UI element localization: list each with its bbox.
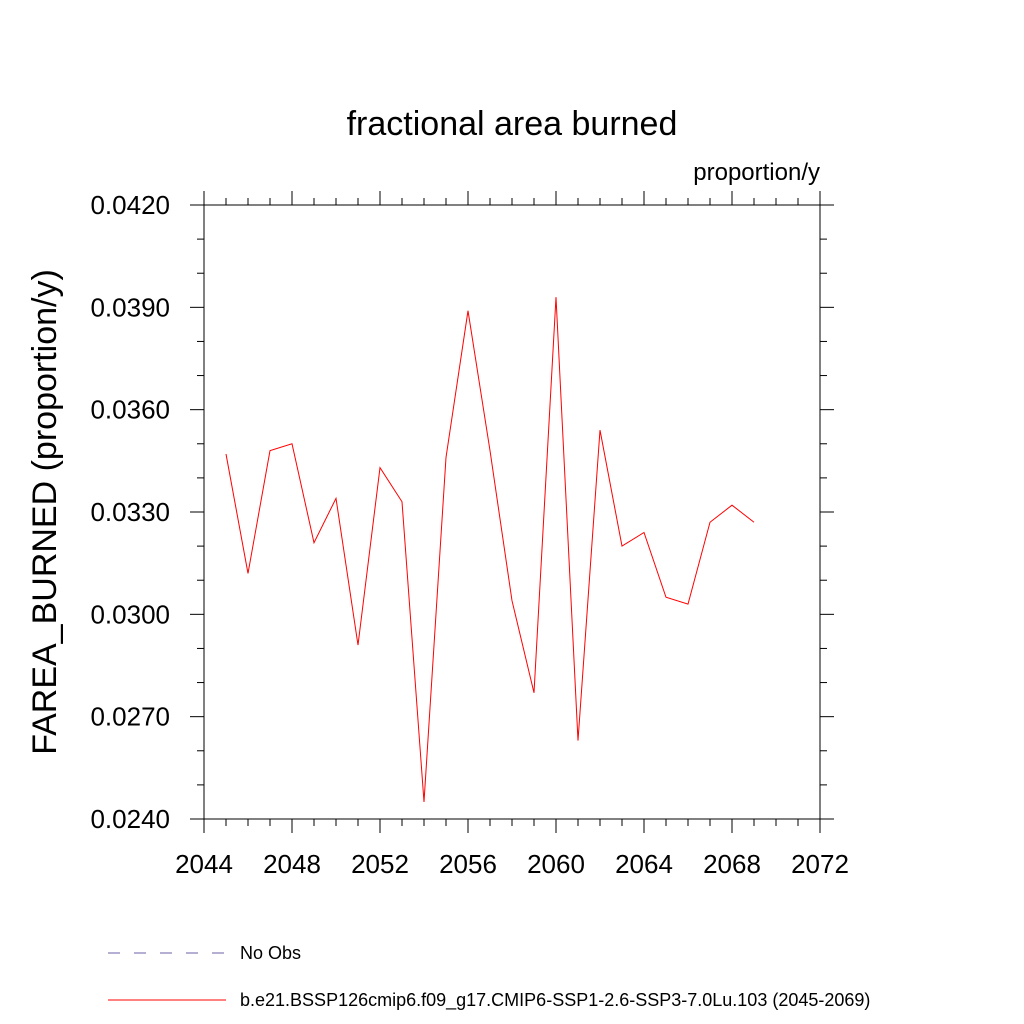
y-tick-label: 0.0300 bbox=[90, 599, 170, 629]
y-tick-label: 0.0270 bbox=[90, 702, 170, 732]
y-tick-label: 0.0330 bbox=[90, 497, 170, 527]
y-axis-ticks: 0.0240 0.0270 0.0300 0.0330 0.0360 0.0390 0.04… bbox=[90, 190, 834, 834]
series-layer bbox=[225, 297, 755, 802]
x-tick-label: 2068 bbox=[703, 849, 761, 879]
x-tick-label: 2048 bbox=[263, 849, 321, 879]
y-tick-label: 0.0240 bbox=[90, 804, 170, 834]
series-line-0 bbox=[225, 297, 755, 802]
x-tick-label: 2064 bbox=[615, 849, 673, 879]
x-tick-label: 2060 bbox=[527, 849, 585, 879]
legend: No Obs b.e21.BSSP126cmip6.f09_g17.CMIP6-… bbox=[108, 943, 870, 1011]
plot-frame bbox=[203, 204, 821, 820]
x-tick-label: 2072 bbox=[791, 849, 849, 879]
x-axis-ticks: 2044 2048 2052 2056 2060 2064 2068 2072 bbox=[175, 191, 849, 879]
x-tick-label: 2044 bbox=[175, 849, 233, 879]
legend-label-model-run: b.e21.BSSP126cmip6.f09_g17.CMIP6-SSP1-2.… bbox=[240, 990, 870, 1011]
y-axis-label: FAREA_BURNED (proportion/y) bbox=[26, 269, 64, 755]
x-tick-label: 2052 bbox=[351, 849, 409, 879]
x-tick-label: 2056 bbox=[439, 849, 497, 879]
chart-title: fractional area burned bbox=[347, 105, 678, 143]
y-tick-label: 0.0360 bbox=[90, 395, 170, 425]
y-tick-label: 0.0420 bbox=[90, 190, 170, 220]
legend-label-no-obs: No Obs bbox=[240, 943, 301, 963]
y-tick-label: 0.0390 bbox=[90, 292, 170, 322]
units-label: proportion/y bbox=[693, 159, 820, 186]
